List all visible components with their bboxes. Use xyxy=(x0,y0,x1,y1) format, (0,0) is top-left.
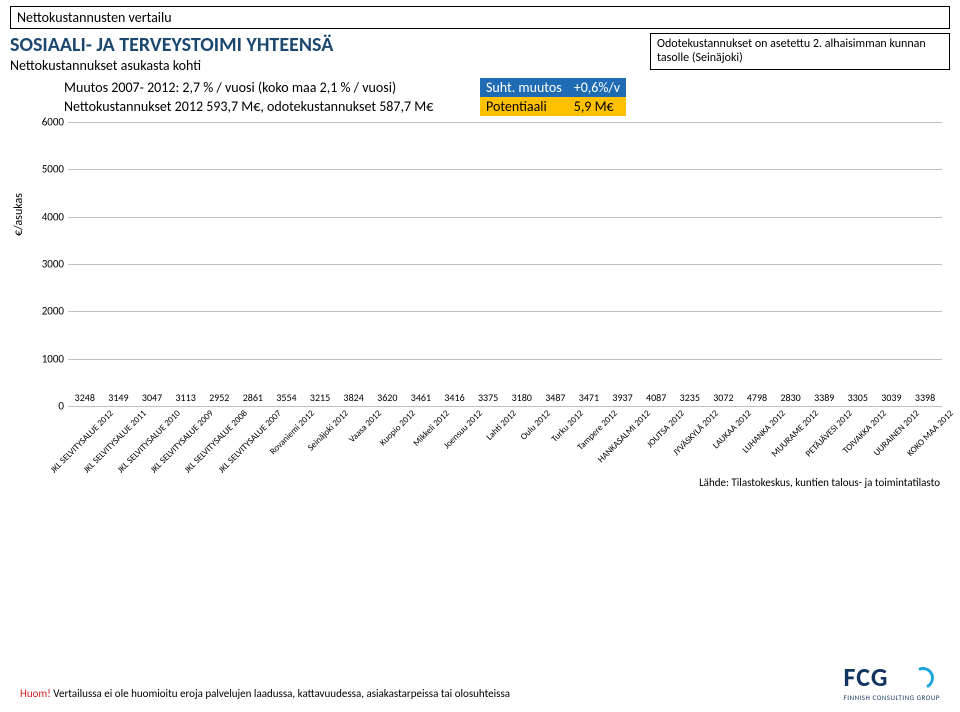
y-tick: 5000 xyxy=(42,163,64,176)
bar-value-label: 3047 xyxy=(142,391,162,404)
bar-value-label: 3487 xyxy=(545,391,565,404)
bar-value-label: 3305 xyxy=(848,391,868,404)
y-tick: 6000 xyxy=(42,116,64,129)
bar-slot: 3937 xyxy=(606,391,640,406)
bar-slot: 3215 xyxy=(303,391,337,406)
y-tick: 3000 xyxy=(42,258,64,271)
y-tick: 2000 xyxy=(42,305,64,318)
info-row1-right: +0,6%/v xyxy=(568,78,626,97)
y-tick: 0 xyxy=(58,400,64,413)
bar-value-label: 3072 xyxy=(713,391,733,404)
bar-slot: 3416 xyxy=(438,391,472,406)
bar-slot: 3554 xyxy=(270,391,304,406)
footer-note: Huom! Vertailussa ei ole huomioitu eroja… xyxy=(20,687,510,700)
bar-slot: 3149 xyxy=(102,391,136,406)
bar-value-label: 4798 xyxy=(747,391,767,404)
bar-value-label: 3235 xyxy=(680,391,700,404)
bar-value-label: 2861 xyxy=(243,391,263,404)
bar-slot: 3305 xyxy=(841,391,875,406)
footer-prefix: Huom! xyxy=(20,687,51,700)
bar-value-label: 2830 xyxy=(780,391,800,404)
y-axis-label: €/asukas xyxy=(12,193,26,236)
page-subtitle: Nettokustannukset asukasta kohti xyxy=(10,57,640,74)
bar-slot: 3375 xyxy=(471,391,505,406)
y-tick: 1000 xyxy=(42,352,64,365)
bar-slot: 3113 xyxy=(169,391,203,406)
bar-value-label: 3375 xyxy=(478,391,498,404)
bar-slot: 3620 xyxy=(370,391,404,406)
bar-slot: 3039 xyxy=(875,391,909,406)
bar-slot: 3824 xyxy=(337,391,371,406)
source-text: Lähde: Tilastokeskus, kuntien talous- ja… xyxy=(699,476,940,489)
logo-sub: FINNISH CONSULTING GROUP xyxy=(844,693,941,702)
bar-slot: 2830 xyxy=(774,391,808,406)
bar-slot: 3248 xyxy=(68,391,102,406)
bar-value-label: 2952 xyxy=(209,391,229,404)
bar-slot: 4798 xyxy=(740,391,774,406)
bar-value-label: 3937 xyxy=(612,391,632,404)
bar-value-label: 3113 xyxy=(175,391,195,404)
logo-main: FCG xyxy=(844,661,941,693)
bar-value-label: 3149 xyxy=(108,391,128,404)
logo: FCG FINNISH CONSULTING GROUP xyxy=(844,661,941,702)
info-row1-mid: Suht. muutos xyxy=(480,78,568,97)
top-header: Nettokustannusten vertailu xyxy=(10,6,950,29)
bar-slot: 3180 xyxy=(505,391,539,406)
info-row2-mid: Potentiaali xyxy=(480,97,568,116)
bar-value-label: 3180 xyxy=(512,391,532,404)
bar-value-label: 3461 xyxy=(411,391,431,404)
bar-value-label: 3215 xyxy=(310,391,330,404)
y-tick: 4000 xyxy=(42,210,64,223)
bar-slot: 2952 xyxy=(202,391,236,406)
bar-slot: 3398 xyxy=(908,391,942,406)
bar-slot: 3235 xyxy=(673,391,707,406)
page-title: SOSIAALI- JA TERVEYSTOIMI YHTEENSÄ xyxy=(10,33,640,57)
info-row2-label: Nettokustannukset 2012 593,7 M€, odoteku… xyxy=(58,97,480,116)
bar-slot: 3461 xyxy=(404,391,438,406)
bar-slot: 3072 xyxy=(707,391,741,406)
note-box: Odotekustannukset on asetettu 2. alhaisi… xyxy=(650,33,950,70)
bar-slot: 4087 xyxy=(639,391,673,406)
bar-value-label: 3398 xyxy=(915,391,935,404)
bar-value-label: 3471 xyxy=(579,391,599,404)
bar-slot: 2861 xyxy=(236,391,270,406)
bar-slot: 3047 xyxy=(135,391,169,406)
bar-value-label: 4087 xyxy=(646,391,666,404)
info-table: Muutos 2007- 2012: 2,7 % / vuosi (koko m… xyxy=(58,78,626,116)
bar-slot: 3471 xyxy=(572,391,606,406)
bar-value-label: 3248 xyxy=(75,391,95,404)
bar-value-label: 3824 xyxy=(344,391,364,404)
info-row1-label: Muutos 2007- 2012: 2,7 % / vuosi (koko m… xyxy=(58,78,480,97)
bar-value-label: 3389 xyxy=(814,391,834,404)
bar-value-label: 3416 xyxy=(444,391,464,404)
bar-value-label: 3620 xyxy=(377,391,397,404)
bar-value-label: 3039 xyxy=(881,391,901,404)
bar-slot: 3487 xyxy=(539,391,573,406)
info-row2-right: 5,9 M€ xyxy=(568,97,626,116)
footer-text: Vertailussa ei ole huomioitu eroja palve… xyxy=(51,687,510,700)
bar-value-label: 3554 xyxy=(276,391,296,404)
bar-slot: 3389 xyxy=(807,391,841,406)
logo-swoosh-icon xyxy=(892,667,912,687)
logo-text: FCG xyxy=(844,661,889,693)
bar-chart: €/asukas 0 1000 2000 3000 4000 5000 6000 3248 3… xyxy=(10,116,950,506)
